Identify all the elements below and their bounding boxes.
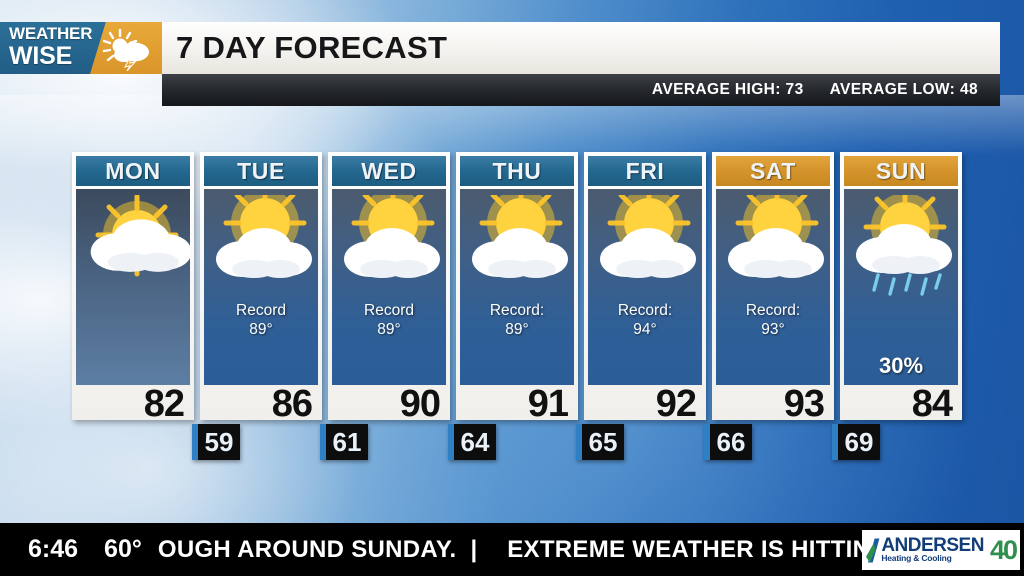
record-label: Record: [745, 302, 801, 319]
record-value: 89° [505, 321, 529, 338]
record-text: Record: 94° [588, 301, 702, 339]
low-temp-badge: 69 [832, 424, 880, 460]
header: WEATHER WISE 7 DAY FORECAST [0, 22, 1000, 74]
sun-cloud-lightning-icon [102, 28, 149, 71]
day-card[interactable]: THU Record: 89° [456, 152, 578, 425]
record-text: Record: 89° [460, 301, 574, 339]
low-temp-badge: 59 [192, 424, 240, 460]
high-temp: 86 [271, 383, 313, 425]
sponsor-logo[interactable]: ANDERSEN Heating & Cooling 40 [862, 530, 1020, 570]
forecast-day-column: TUE Record 89° [192, 152, 322, 460]
low-temp-badge: 66 [704, 424, 752, 460]
high-temp-area: 90 [332, 383, 446, 425]
news-ticker: 6:46 60° OUGH AROUND SUNDAY. | EXTREME W… [0, 523, 1024, 576]
averages-bar: AVERAGE HIGH: 73 AVERAGE LOW: 48 [162, 74, 1000, 106]
weatherwise-logo: WEATHER WISE [0, 22, 162, 74]
record-value: 89° [249, 321, 273, 338]
record-label: Record [364, 302, 414, 319]
sun-behind-cloud-icon [332, 189, 446, 299]
record-value: 94° [633, 321, 657, 338]
day-panel: 30% [844, 189, 958, 385]
forecast-day-column: SUN 3 [832, 152, 962, 460]
high-temp: 84 [911, 383, 953, 425]
record-text: Record 89° [332, 301, 446, 339]
high-temp-area: 93 [716, 383, 830, 425]
low-temp-badge: 61 [320, 424, 368, 460]
high-temp: 91 [527, 383, 569, 425]
low-temp-badge: 64 [448, 424, 496, 460]
day-panel: Record: 94° [588, 189, 702, 385]
sponsor-tagline: Heating & Cooling [881, 553, 952, 564]
page-title: 7 DAY FORECAST [176, 30, 448, 65]
precip-chance: 30% [878, 353, 924, 378]
sponsor-badge: 40 [989, 534, 1018, 565]
day-card[interactable]: SUN 3 [840, 152, 962, 425]
sun-behind-cloud-icon [460, 189, 574, 299]
forecast-day-column: SAT Record: 93° [704, 152, 834, 460]
low-temp-badge: 65 [576, 424, 624, 460]
high-temp-area: 86 [204, 383, 318, 425]
ticker-clock: 6:46 [28, 535, 79, 563]
average-low: AVERAGE LOW: 48 [829, 81, 978, 98]
day-card[interactable]: MON 82 [72, 152, 194, 425]
high-temp-area: 82 [76, 383, 190, 425]
logo-text: WEATHER WISE [9, 24, 93, 70]
day-name: WED [332, 156, 446, 186]
day-panel: Record: 93° [716, 189, 830, 385]
day-card[interactable]: SAT Record: 93° [712, 152, 834, 425]
record-text: Record 89° [204, 301, 318, 339]
average-high: AVERAGE HIGH: 73 [651, 81, 804, 98]
high-temp: 92 [655, 383, 697, 425]
record-label: Record: [617, 302, 673, 319]
seven-day-forecast-row: MON 82 [72, 152, 980, 460]
day-card[interactable]: WED Record 89° [328, 152, 450, 425]
ticker-current-temp: 60° [104, 535, 142, 563]
sun-behind-cloud-icon [204, 189, 318, 299]
day-panel [76, 189, 190, 385]
day-name: SAT [716, 156, 830, 186]
record-text: Record: 93° [716, 301, 830, 339]
day-name: SUN [844, 156, 958, 186]
day-card[interactable]: FRI Record: 94° [584, 152, 706, 425]
record-label: Record: [489, 302, 545, 319]
sun-behind-cloud-icon [588, 189, 702, 299]
high-temp-area: 84 [844, 383, 958, 425]
high-temp: 93 [783, 383, 825, 425]
forecast-day-column: FRI Record: 94° [576, 152, 706, 460]
logo-line-2: WISE [9, 41, 73, 70]
sponsor-name: ANDERSEN [881, 535, 984, 557]
day-name: FRI [588, 156, 702, 186]
high-temp: 82 [143, 383, 185, 425]
day-panel: Record: 89° [460, 189, 574, 385]
high-temp-area: 92 [588, 383, 702, 425]
day-name: MON [76, 156, 190, 186]
logo-line-1: WEATHER [9, 24, 93, 43]
record-label: Record [236, 302, 286, 319]
cloud-over-sun-icon [76, 193, 190, 299]
sponsor-mark-icon [866, 538, 880, 563]
forecast-title-bar: 7 DAY FORECAST [162, 22, 1000, 74]
record-value: 93° [761, 321, 785, 338]
forecast-day-column: THU Record: 89° [448, 152, 578, 460]
sun-behind-cloud-icon [716, 189, 830, 299]
record-value: 89° [377, 321, 401, 338]
day-panel: Record 89° [204, 189, 318, 385]
high-temp: 90 [399, 383, 441, 425]
forecast-day-column: WED Record 89° [320, 152, 450, 460]
ticker-message-2: EXTREME WEATHER IS HITTING SE [507, 535, 929, 563]
forecast-day-column: MON 82 [72, 152, 194, 452]
ticker-separator: | [470, 535, 478, 563]
day-name: THU [460, 156, 574, 186]
sun-cloud-rain-icon [844, 189, 958, 299]
day-name: TUE [204, 156, 318, 186]
day-card[interactable]: TUE Record 89° [200, 152, 322, 425]
high-temp-area: 91 [460, 383, 574, 425]
ticker-message-1: OUGH AROUND SUNDAY. [157, 535, 457, 563]
day-panel: Record 89° [332, 189, 446, 385]
